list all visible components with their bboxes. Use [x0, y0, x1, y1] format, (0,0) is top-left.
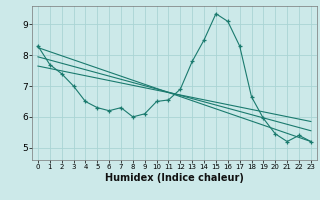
- X-axis label: Humidex (Indice chaleur): Humidex (Indice chaleur): [105, 173, 244, 183]
